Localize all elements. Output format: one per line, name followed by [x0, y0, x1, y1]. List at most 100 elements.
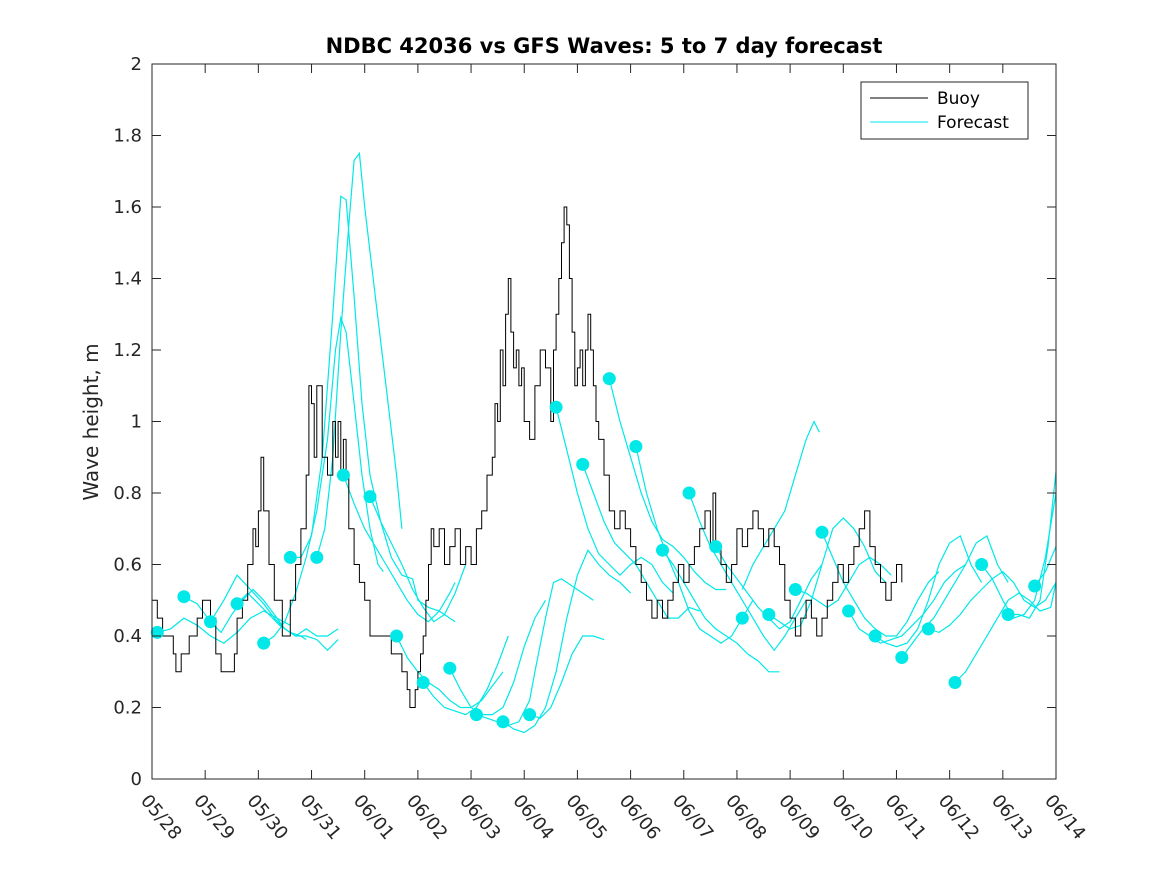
forecast-line: [768, 517, 887, 630]
legend-label-forecast: Forecast: [937, 113, 1009, 133]
forecast-marker: [469, 708, 483, 722]
forecast-marker: [363, 490, 377, 504]
forecast-line: [582, 464, 700, 619]
x-tick-label: 05/31: [296, 791, 345, 844]
legend-label-buoy: Buoy: [937, 89, 980, 109]
forecast-marker: [762, 608, 776, 621]
x-tick-label: 05/28: [136, 791, 185, 844]
forecast-marker: [948, 676, 962, 689]
forecast-marker: [975, 558, 989, 571]
x-tick-label: 05/30: [243, 791, 292, 844]
forecast-line: [263, 315, 384, 644]
forecast-marker: [416, 676, 430, 689]
forecast-line: [529, 635, 605, 719]
forecast-line: [236, 592, 307, 641]
y-axis-label: Wave height, m: [79, 343, 103, 500]
forecast-line: [369, 496, 467, 623]
plot-area: [150, 151, 1057, 734]
forecast-line: [874, 534, 983, 648]
chart-title: NDBC 42036 vs GFS Waves: 5 to 7 day fore…: [326, 34, 883, 58]
forecast-line: [635, 446, 754, 644]
x-tick-label: 06/06: [615, 791, 664, 844]
x-tick-label: 06/14: [1040, 791, 1089, 844]
forecast-marker: [230, 597, 244, 611]
forecast-marker: [868, 629, 882, 643]
forecast-marker: [815, 525, 829, 539]
forecast-marker: [602, 372, 616, 386]
legend-box: [860, 81, 1029, 140]
x-tick-label: 06/13: [987, 791, 1036, 844]
y-tick-label: 1.4: [113, 269, 142, 290]
forecast-marker: [310, 550, 324, 564]
x-tick-label: 06/11: [881, 791, 930, 844]
forecast-line: [476, 578, 594, 727]
x-tick-label: 06/08: [721, 791, 770, 844]
forecast-line: [209, 574, 339, 637]
forecast-marker: [682, 486, 696, 500]
forecast-marker: [1028, 579, 1042, 593]
forecast-line: [901, 534, 1009, 658]
forecast-marker: [283, 550, 297, 564]
forecast-marker: [257, 636, 271, 650]
forecast-marker: [496, 715, 510, 729]
forecast-line: [422, 635, 509, 716]
y-tick-label: 0.6: [113, 555, 142, 576]
forecast-marker: [150, 625, 164, 639]
forecast-marker: [656, 543, 669, 557]
x-tick-label: 06/01: [349, 791, 398, 844]
forecast-marker: [576, 457, 590, 471]
forecast-line: [608, 378, 727, 591]
forecast-marker: [523, 708, 537, 722]
forecast-marker: [336, 468, 350, 482]
forecast-marker: [921, 622, 935, 636]
forecast-marker: [629, 440, 643, 453]
forecast-line: [662, 549, 780, 673]
forecast-line: [449, 599, 547, 716]
legend: Buoy Forecast: [860, 81, 1029, 140]
forecast-line: [981, 492, 1057, 619]
forecast-marker: [1001, 608, 1015, 621]
y-tick-label: 0.4: [113, 626, 142, 647]
x-tick-label: 06/09: [774, 791, 823, 844]
forecast-line: [316, 151, 403, 558]
forecast-marker: [709, 540, 723, 554]
x-tick-label: 06/10: [827, 791, 876, 844]
forecast-marker: [895, 651, 909, 664]
forecast-line: [396, 635, 504, 709]
y-tick-label: 2: [131, 54, 142, 75]
x-tick-label: 06/05: [562, 791, 611, 844]
y-tick-label: 1: [131, 412, 142, 433]
forecast-marker: [390, 629, 404, 643]
forecast-marker: [788, 583, 802, 596]
forecast-marker: [549, 400, 563, 414]
buoy-line: [152, 206, 903, 708]
x-tick-label: 06/03: [455, 791, 504, 844]
forecast-line: [688, 492, 807, 652]
forecast-marker: [842, 604, 856, 618]
y-tick-label: 1.6: [113, 197, 142, 218]
forecast-marker: [443, 661, 457, 675]
forecast-line: [741, 420, 820, 590]
x-tick-label: 05/29: [189, 791, 238, 844]
x-tick-label: 06/04: [508, 791, 557, 844]
y-tick-label: 0.2: [113, 698, 142, 719]
forecast-marker: [735, 611, 749, 625]
y-tick-label: 0: [131, 769, 142, 790]
y-tick-label: 1.2: [113, 340, 142, 361]
forecast-line: [1008, 471, 1057, 619]
x-tick-label: 06/07: [668, 791, 717, 844]
forecast-line: [848, 564, 966, 644]
forecast-line: [342, 474, 456, 623]
forecast-line: [954, 582, 1057, 683]
forecast-marker: [177, 590, 191, 604]
forecast-line: [555, 407, 674, 594]
forecast-line: [502, 549, 632, 734]
y-tick-label: 0.8: [113, 483, 142, 504]
x-tick-label: 06/12: [934, 791, 983, 844]
y-tick-label: 1.8: [113, 126, 142, 147]
x-tick-label: 06/02: [402, 791, 451, 844]
axes-box: [151, 63, 1057, 780]
forecast-marker: [204, 615, 217, 629]
